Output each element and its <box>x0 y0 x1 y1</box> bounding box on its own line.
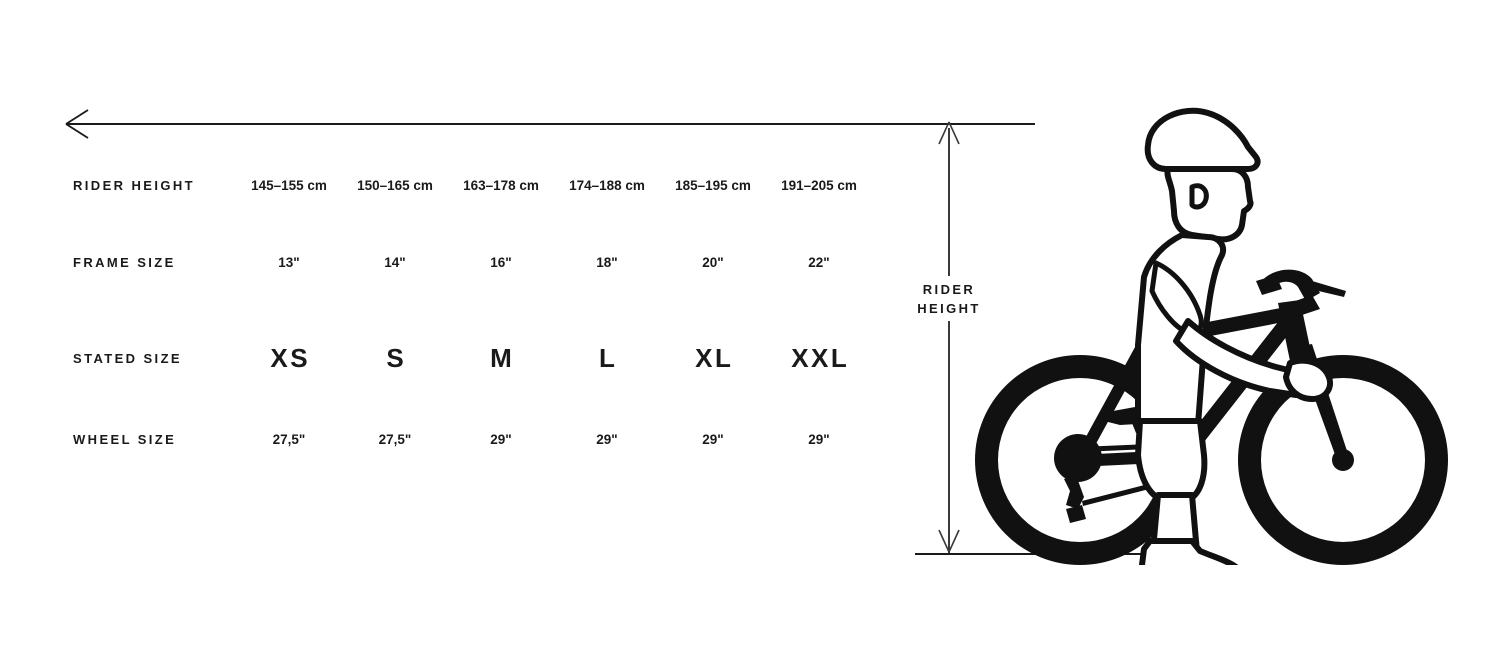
table-row-rider-height: RIDER HEIGHT 145–155 cm 150–165 cm 163–1… <box>0 168 900 202</box>
cell-rider-height-3: 174–188 cm <box>569 177 645 193</box>
cell-frame-size-3: 18" <box>596 254 618 270</box>
up-arrowhead-icon <box>938 121 960 145</box>
brake-lever <box>1310 281 1346 297</box>
row-cells-wheel-size: 27,5" 27,5" 29" 29" 29" 29" <box>236 422 872 456</box>
rear-derailleur <box>1064 475 1084 509</box>
dimension-line-upper <box>948 128 950 276</box>
ear <box>1189 183 1209 210</box>
cell-wheel-size-5: 29" <box>808 431 830 447</box>
cell-wheel-size-2: 29" <box>490 431 512 447</box>
table-row-frame-size: FRAME SIZE 13" 14" 16" 18" 20" 22" <box>0 245 900 279</box>
cell-stated-size-2: M <box>490 342 515 373</box>
shoe <box>1139 538 1239 565</box>
left-arrowhead-icon <box>65 109 89 139</box>
dimension-line-lower <box>948 321 950 554</box>
table-row-wheel-size: WHEEL SIZE 27,5" 27,5" 29" 29" 29" 29" <box>0 422 900 456</box>
row-cells-rider-height: 145–155 cm 150–165 cm 163–178 cm 174–188… <box>236 168 872 202</box>
rider-height-dimension <box>938 116 960 562</box>
row-label-rider-height: RIDER HEIGHT <box>73 177 195 193</box>
ground-line <box>915 553 1147 555</box>
rider-height-label-line2: HEIGHT <box>917 301 981 316</box>
rider-figure <box>1135 107 1333 565</box>
cell-frame-size-4: 20" <box>702 254 724 270</box>
cell-rider-height-1: 150–165 cm <box>357 177 433 193</box>
cell-wheel-size-1: 27,5" <box>378 431 412 447</box>
cell-wheel-size-4: 29" <box>702 431 724 447</box>
cell-frame-size-0: 13" <box>278 254 300 270</box>
down-tube <box>1174 317 1294 465</box>
hand <box>1283 357 1333 402</box>
cell-rider-height-0: 145–155 cm <box>251 177 327 193</box>
cell-rider-height-5: 191–205 cm <box>781 177 857 193</box>
rear-cassette <box>1054 434 1102 482</box>
rider-height-dimension-label: RIDER HEIGHT <box>861 278 1037 320</box>
cell-stated-size-1: S <box>386 342 407 373</box>
cell-wheel-size-0: 27,5" <box>272 431 306 447</box>
helmet <box>1144 107 1261 172</box>
row-label-frame-size: FRAME SIZE <box>73 254 176 270</box>
row-cells-stated-size: XS S M L XL XXL <box>236 341 872 375</box>
stem <box>1290 295 1320 317</box>
row-label-wheel-size: WHEEL SIZE <box>73 431 177 447</box>
handlebar-grip <box>1256 275 1282 295</box>
cell-frame-size-5: 22" <box>808 254 830 270</box>
cell-stated-size-5: XXL <box>791 342 850 373</box>
cell-rider-height-2: 163–178 cm <box>463 177 539 193</box>
table-row-stated-size: STATED SIZE XS S M L XL XXL <box>0 341 900 375</box>
front-hub <box>1332 449 1354 471</box>
top-dimension-line <box>66 123 1035 125</box>
cell-frame-size-2: 16" <box>490 254 512 270</box>
row-label-stated-size: STATED SIZE <box>73 350 182 366</box>
cell-stated-size-4: XL <box>695 342 734 373</box>
bicycle-silhouette <box>975 269 1448 565</box>
row-cells-frame-size: 13" 14" 16" 18" 20" 22" <box>236 245 872 279</box>
cell-stated-size-3: L <box>599 342 618 373</box>
cell-frame-size-1: 14" <box>384 254 406 270</box>
down-arrowhead-icon <box>938 529 960 553</box>
shorts <box>1135 418 1208 502</box>
rider-height-label-line1: RIDER <box>922 282 976 297</box>
derailleur-pulley <box>1066 505 1086 523</box>
cell-rider-height-4: 185–195 cm <box>675 177 751 193</box>
cell-stated-size-0: XS <box>270 342 311 373</box>
head <box>1164 166 1254 243</box>
cyclist-with-bike-illustration <box>975 107 1448 565</box>
cell-wheel-size-3: 29" <box>596 431 618 447</box>
